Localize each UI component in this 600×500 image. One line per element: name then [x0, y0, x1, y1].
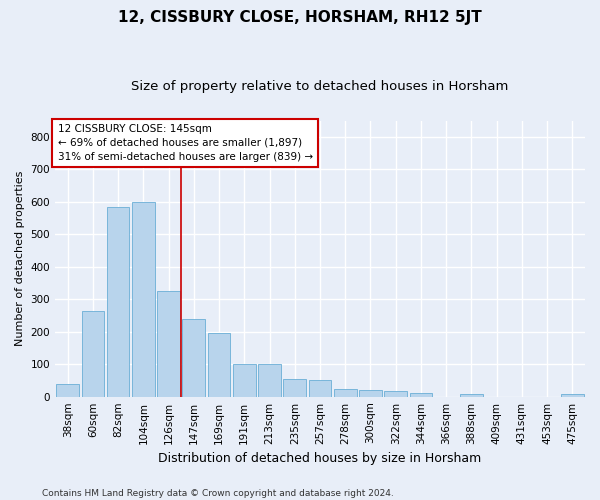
- Y-axis label: Number of detached properties: Number of detached properties: [15, 171, 25, 346]
- Bar: [334, 388, 356, 396]
- Bar: [82, 310, 104, 396]
- Bar: [410, 393, 433, 396]
- Bar: [283, 379, 306, 396]
- X-axis label: Distribution of detached houses by size in Horsham: Distribution of detached houses by size …: [158, 452, 482, 465]
- Text: 12 CISSBURY CLOSE: 145sqm
← 69% of detached houses are smaller (1,897)
31% of se: 12 CISSBURY CLOSE: 145sqm ← 69% of detac…: [58, 124, 313, 162]
- Bar: [385, 391, 407, 396]
- Text: Contains HM Land Registry data © Crown copyright and database right 2024.: Contains HM Land Registry data © Crown c…: [42, 488, 394, 498]
- Bar: [56, 384, 79, 396]
- Bar: [107, 206, 130, 396]
- Bar: [460, 394, 483, 396]
- Bar: [157, 291, 180, 397]
- Bar: [208, 334, 230, 396]
- Bar: [258, 364, 281, 396]
- Bar: [308, 380, 331, 396]
- Text: 12, CISSBURY CLOSE, HORSHAM, RH12 5JT: 12, CISSBURY CLOSE, HORSHAM, RH12 5JT: [118, 10, 482, 25]
- Bar: [561, 394, 584, 396]
- Bar: [359, 390, 382, 396]
- Bar: [132, 202, 155, 396]
- Title: Size of property relative to detached houses in Horsham: Size of property relative to detached ho…: [131, 80, 509, 93]
- Bar: [182, 318, 205, 396]
- Bar: [233, 364, 256, 396]
